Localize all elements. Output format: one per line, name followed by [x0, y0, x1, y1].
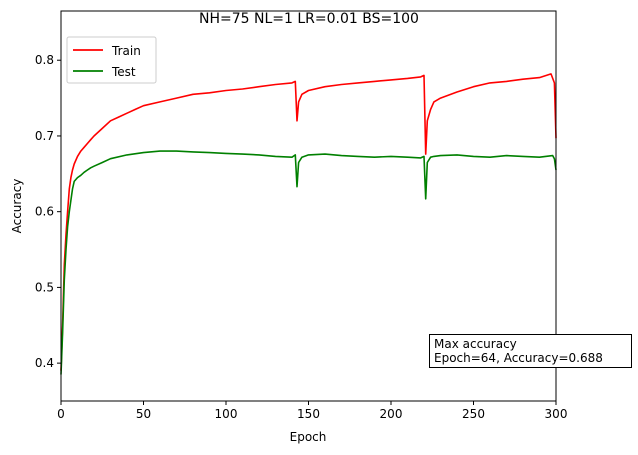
x-tick-label: 100 — [215, 407, 238, 421]
series-layer — [60, 73, 557, 375]
y-axis-label: Accuracy — [10, 179, 24, 234]
x-tick-label: 150 — [297, 407, 320, 421]
y-tick-label: 0.5 — [35, 280, 54, 294]
x-tick-label: 200 — [380, 407, 403, 421]
x-axis: 0 50 100 150 200 250 300 — [57, 401, 567, 421]
x-tick-label: 250 — [462, 407, 485, 421]
annotation-title: Max accuracy — [434, 337, 517, 351]
y-tick-label: 0.8 — [35, 53, 54, 67]
y-tick-label: 0.7 — [35, 129, 54, 143]
y-tick-label: 0.6 — [35, 205, 54, 219]
legend-label-test: Test — [111, 65, 136, 79]
x-tick-label: 50 — [136, 407, 151, 421]
x-tick-label: 0 — [57, 407, 65, 421]
y-axis: 0.4 0.5 0.6 0.7 0.8 — [35, 53, 61, 370]
series-line-train — [60, 73, 557, 371]
x-tick-label: 300 — [545, 407, 568, 421]
legend-label-train: Train — [111, 44, 141, 58]
annotation-detail: Epoch=64, Accuracy=0.688 — [434, 351, 603, 365]
x-axis-label: Epoch — [290, 430, 327, 444]
legend: Train Test — [66, 36, 157, 84]
max-accuracy-annotation: Max accuracy Epoch=64, Accuracy=0.688 — [429, 334, 632, 368]
chart-title: NH=75 NL=1 LR=0.01 BS=100 — [199, 11, 419, 27]
series-line-test — [60, 150, 557, 375]
y-tick-label: 0.4 — [35, 356, 54, 370]
